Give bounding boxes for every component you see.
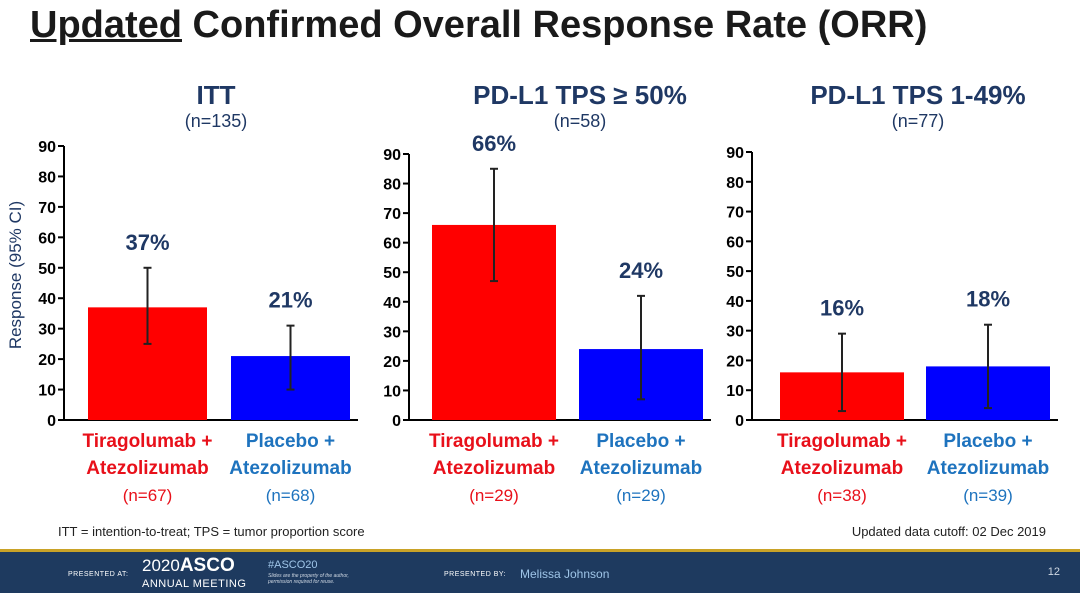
panel-n-tps50: (n=58): [553, 111, 607, 131]
presented-at-label: PRESENTED AT:: [68, 571, 129, 578]
y-tick-label: 0: [392, 413, 401, 430]
category-label: Placebo +: [943, 431, 1032, 452]
y-tick-label: 30: [38, 322, 56, 339]
category-n-label: (n=29): [469, 486, 519, 505]
footer-bar: PRESENTED AT: 2020ASCO ANNUAL MEETING #A…: [0, 549, 1080, 593]
asco-name: ASCO: [179, 555, 235, 576]
data-cutoff-note: Updated data cutoff: 02 Dec 2019: [851, 524, 1046, 539]
category-label: Placebo +: [596, 431, 685, 452]
presented-by-label: PRESENTED BY:: [444, 571, 507, 578]
data-label: 21%: [268, 288, 312, 313]
y-tick-label: 90: [383, 147, 401, 164]
footer-accent-line: [0, 549, 1080, 552]
category-n-label: (n=39): [963, 486, 1013, 505]
data-label: 16%: [820, 296, 864, 321]
y-tick-label: 20: [726, 353, 744, 370]
panel-title-itt: ITT: [196, 80, 236, 110]
y-tick-label: 70: [726, 205, 744, 222]
category-n-label: (n=67): [123, 486, 173, 505]
category-label: Placebo +: [246, 431, 335, 452]
category-n-label: (n=29): [616, 486, 666, 505]
panel-title-tps1-49: PD-L1 TPS 1-49%: [810, 80, 1026, 110]
y-tick-label: 80: [38, 169, 56, 186]
y-tick-label: 80: [383, 177, 401, 194]
category-label: Atezolizumab: [86, 458, 208, 479]
y-tick-label: 40: [38, 291, 56, 308]
panel-n-tps1-49: (n=77): [891, 111, 945, 131]
y-tick-label: 90: [726, 145, 744, 162]
presenter-name: Melissa Johnson: [520, 567, 610, 581]
y-tick-label: 90: [38, 139, 56, 156]
category-label: Atezolizumab: [229, 458, 351, 479]
y-tick-label: 60: [383, 236, 401, 253]
disclaimer-line-2: permission required for reuse.: [268, 579, 335, 585]
disclaimer: Slides are the property of the author, pe…: [268, 573, 349, 585]
category-label: Atezolizumab: [927, 458, 1049, 479]
category-label: Tiragolumab +: [429, 431, 559, 452]
y-tick-label: 50: [726, 264, 744, 281]
y-tick-label: 50: [383, 265, 401, 282]
data-label: 66%: [472, 131, 516, 156]
asco-logo: 2020ASCO: [142, 555, 235, 576]
panel-head-tps1-49: PD-L1 TPS 1-49% (n=77): [758, 80, 1078, 132]
category-label: Atezolizumab: [433, 458, 555, 479]
y-tick-label: 0: [47, 413, 56, 430]
panel-head-itt: ITT (n=135): [56, 80, 376, 132]
y-tick-label: 40: [383, 295, 401, 312]
panel-title-tps50: PD-L1 TPS ≥ 50%: [473, 80, 687, 110]
y-tick-label: 80: [726, 175, 744, 192]
y-tick-label: 60: [38, 230, 56, 247]
annual-meeting-label: ANNUAL MEETING: [142, 578, 247, 590]
page-number: 12: [1047, 566, 1060, 578]
data-label: 24%: [619, 258, 663, 283]
data-label: 37%: [125, 230, 169, 255]
y-tick-label: 10: [38, 383, 56, 400]
y-tick-label: 20: [383, 354, 401, 371]
disclaimer-line-1: Slides are the property of the author,: [268, 573, 349, 579]
category-label: Tiragolumab +: [82, 431, 212, 452]
slide-title-underlined: Updated: [30, 4, 182, 46]
orr-bar-charts: 0 10 20 30 40 50 60 70 80 90 37% Tiragolumab + Atezo…: [38, 131, 1058, 505]
y-tick-label: 30: [726, 324, 744, 341]
y-tick-label: 70: [383, 206, 401, 223]
data-label: 18%: [966, 287, 1010, 312]
slide-title: Updated Confirmed Overall Response Rate …: [30, 4, 927, 47]
category-n-label: (n=38): [817, 486, 867, 505]
footnote: ITT = intention-to-treat; TPS = tumor pr…: [58, 524, 365, 539]
category-n-label: (n=68): [266, 486, 316, 505]
y-tick-label: 70: [38, 200, 56, 217]
category-label: Atezolizumab: [781, 458, 903, 479]
y-tick-label: 30: [383, 324, 401, 341]
y-tick-label: 10: [726, 383, 744, 400]
y-tick-label: 0: [735, 413, 744, 430]
slide-title-rest: Confirmed Overall Response Rate (ORR): [182, 4, 928, 46]
y-tick-label: 40: [726, 294, 744, 311]
y-tick-label: 50: [38, 261, 56, 278]
y-tick-label: 20: [38, 352, 56, 369]
y-tick-label: 10: [383, 383, 401, 400]
hashtag: #ASCO20: [268, 559, 318, 571]
category-label: Tiragolumab +: [777, 431, 907, 452]
y-tick-label: 60: [726, 234, 744, 251]
panel-n-itt: (n=135): [184, 111, 248, 131]
asco-year: 2020: [142, 556, 180, 575]
category-label: Atezolizumab: [580, 458, 702, 479]
panel-head-tps50: PD-L1 TPS ≥ 50% (n=58): [420, 80, 740, 132]
